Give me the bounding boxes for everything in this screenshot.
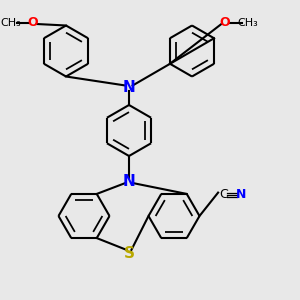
- Text: CH₃: CH₃: [0, 17, 21, 28]
- Text: CH₃: CH₃: [237, 17, 258, 28]
- Text: N: N: [236, 188, 247, 202]
- Text: C: C: [219, 188, 228, 202]
- Text: O: O: [28, 16, 38, 29]
- Text: S: S: [124, 246, 134, 261]
- Text: N: N: [123, 174, 135, 189]
- Text: O: O: [220, 16, 230, 29]
- Text: N: N: [123, 80, 135, 94]
